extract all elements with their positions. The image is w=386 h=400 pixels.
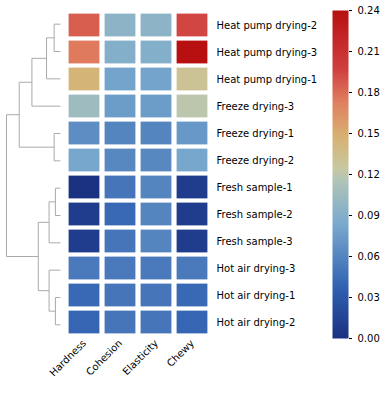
svg-text:Freeze drying-3: Freeze drying-3: [217, 101, 295, 112]
svg-text:0.03: 0.03: [358, 292, 380, 303]
svg-text:Fresh sample-2: Fresh sample-2: [217, 209, 293, 220]
svg-text:Heat pump drying-2: Heat pump drying-2: [217, 20, 318, 31]
svg-text:Chewy: Chewy: [165, 337, 197, 369]
svg-text:0.00: 0.00: [358, 333, 380, 344]
svg-text:0.24: 0.24: [358, 5, 380, 16]
svg-text:0.09: 0.09: [358, 210, 380, 221]
svg-text:0.06: 0.06: [358, 251, 380, 262]
svg-text:Elasticity: Elasticity: [120, 337, 160, 377]
svg-text:Heat pump drying-3: Heat pump drying-3: [217, 47, 318, 58]
svg-text:Hardness: Hardness: [47, 337, 88, 378]
svg-text:Freeze drying-2: Freeze drying-2: [217, 155, 295, 166]
svg-text:Cohesion: Cohesion: [84, 337, 124, 377]
svg-text:Hot air drying-2: Hot air drying-2: [217, 317, 296, 328]
svg-text:Heat pump drying-1: Heat pump drying-1: [217, 74, 318, 85]
svg-text:0.21: 0.21: [358, 46, 380, 57]
svg-text:Hot air drying-3: Hot air drying-3: [217, 263, 296, 274]
svg-text:0.12: 0.12: [358, 169, 380, 180]
svg-text:Fresh sample-3: Fresh sample-3: [217, 236, 293, 247]
svg-text:Freeze drying-1: Freeze drying-1: [217, 128, 295, 139]
svg-text:0.18: 0.18: [358, 87, 380, 98]
svg-text:0.15: 0.15: [358, 128, 380, 139]
svg-text:Fresh sample-1: Fresh sample-1: [217, 182, 293, 193]
svg-text:Hot air drying-1: Hot air drying-1: [217, 290, 296, 301]
